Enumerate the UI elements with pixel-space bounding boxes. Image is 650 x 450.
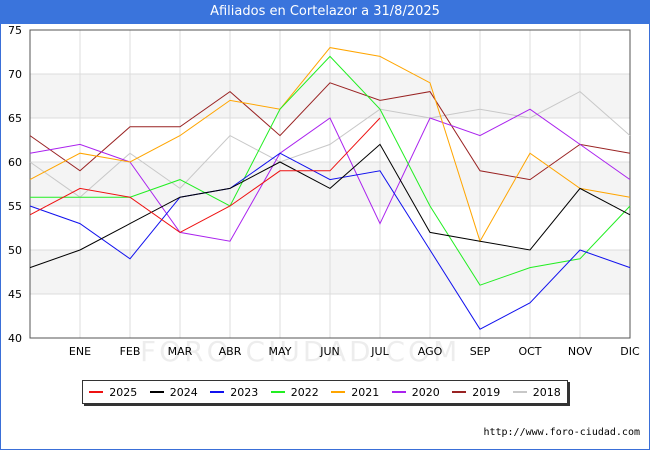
y-tick-label: 60 [8, 156, 22, 169]
x-tick-label: NOV [568, 345, 593, 358]
chart-title: Afiliados en Cortelazor a 31/8/2025 [0, 0, 650, 24]
legend-item-2020: 2020 [391, 385, 440, 399]
x-tick-label: ABR [219, 345, 242, 358]
legend-swatch [391, 391, 406, 393]
legend-swatch [149, 391, 164, 393]
series-line-2023 [29, 152, 631, 330]
legend-item-2018: 2018 [512, 385, 561, 399]
plot-border [29, 29, 631, 339]
x-tick-label: OCT [518, 345, 541, 358]
source-link[interactable]: http://www.foro-ciudad.com [483, 427, 640, 438]
legend-item-2022: 2022 [270, 385, 319, 399]
legend-item-2019: 2019 [452, 386, 500, 399]
y-tick-label: 75 [8, 24, 22, 37]
legend-label: 2021 [351, 385, 380, 399]
series-line-2025 [29, 117, 381, 233]
legend-swatch [512, 391, 527, 393]
x-tick-label: FEB [120, 345, 141, 358]
y-tick-label: 45 [8, 288, 22, 301]
series-line-2021 [29, 47, 631, 243]
watermark: FORO-CIUDAD.COM [140, 335, 461, 368]
legend-label: 2018 [532, 385, 561, 399]
chart-legend: 2025 2024 2023 2022 2021 2020 2019 2018 [82, 380, 568, 404]
x-tick-label: DIC [620, 345, 640, 358]
legend-label: 2020 [411, 385, 440, 399]
x-tick-label: JUL [370, 345, 389, 358]
y-tick-label: 70 [8, 68, 22, 81]
legend-label: 2019 [472, 385, 501, 399]
series-line-2024 [29, 143, 631, 269]
legend-item-2023: 2023 [210, 386, 258, 399]
y-tick-label: 50 [8, 244, 22, 257]
legend-swatch [270, 391, 285, 393]
legend-item-2025: 2025 [89, 386, 137, 399]
legend-item-2021: 2021 [331, 386, 379, 399]
legend-swatch [331, 391, 346, 393]
legend-label: 2023 [230, 385, 259, 399]
legend-swatch [210, 391, 225, 393]
series-line-2019 [29, 82, 631, 181]
y-tick-label: 40 [8, 332, 22, 345]
x-tick-label: MAY [269, 345, 292, 358]
legend-item-2024: 2024 [149, 385, 198, 399]
y-tick-label: 65 [8, 112, 22, 125]
x-tick-label: ENE [69, 345, 91, 358]
y-tick-label: 55 [8, 200, 22, 213]
x-tick-label: AGO [418, 345, 443, 358]
legend-label: 2024 [169, 385, 198, 399]
legend-label: 2025 [109, 385, 138, 399]
legend-swatch [452, 391, 467, 393]
x-tick-label: JUN [319, 345, 340, 358]
x-tick-label: SEP [470, 345, 491, 358]
series-line-2018 [29, 90, 631, 198]
legend-label: 2022 [290, 385, 319, 399]
x-tick-label: MAR [168, 345, 193, 358]
legend-swatch [89, 391, 104, 393]
